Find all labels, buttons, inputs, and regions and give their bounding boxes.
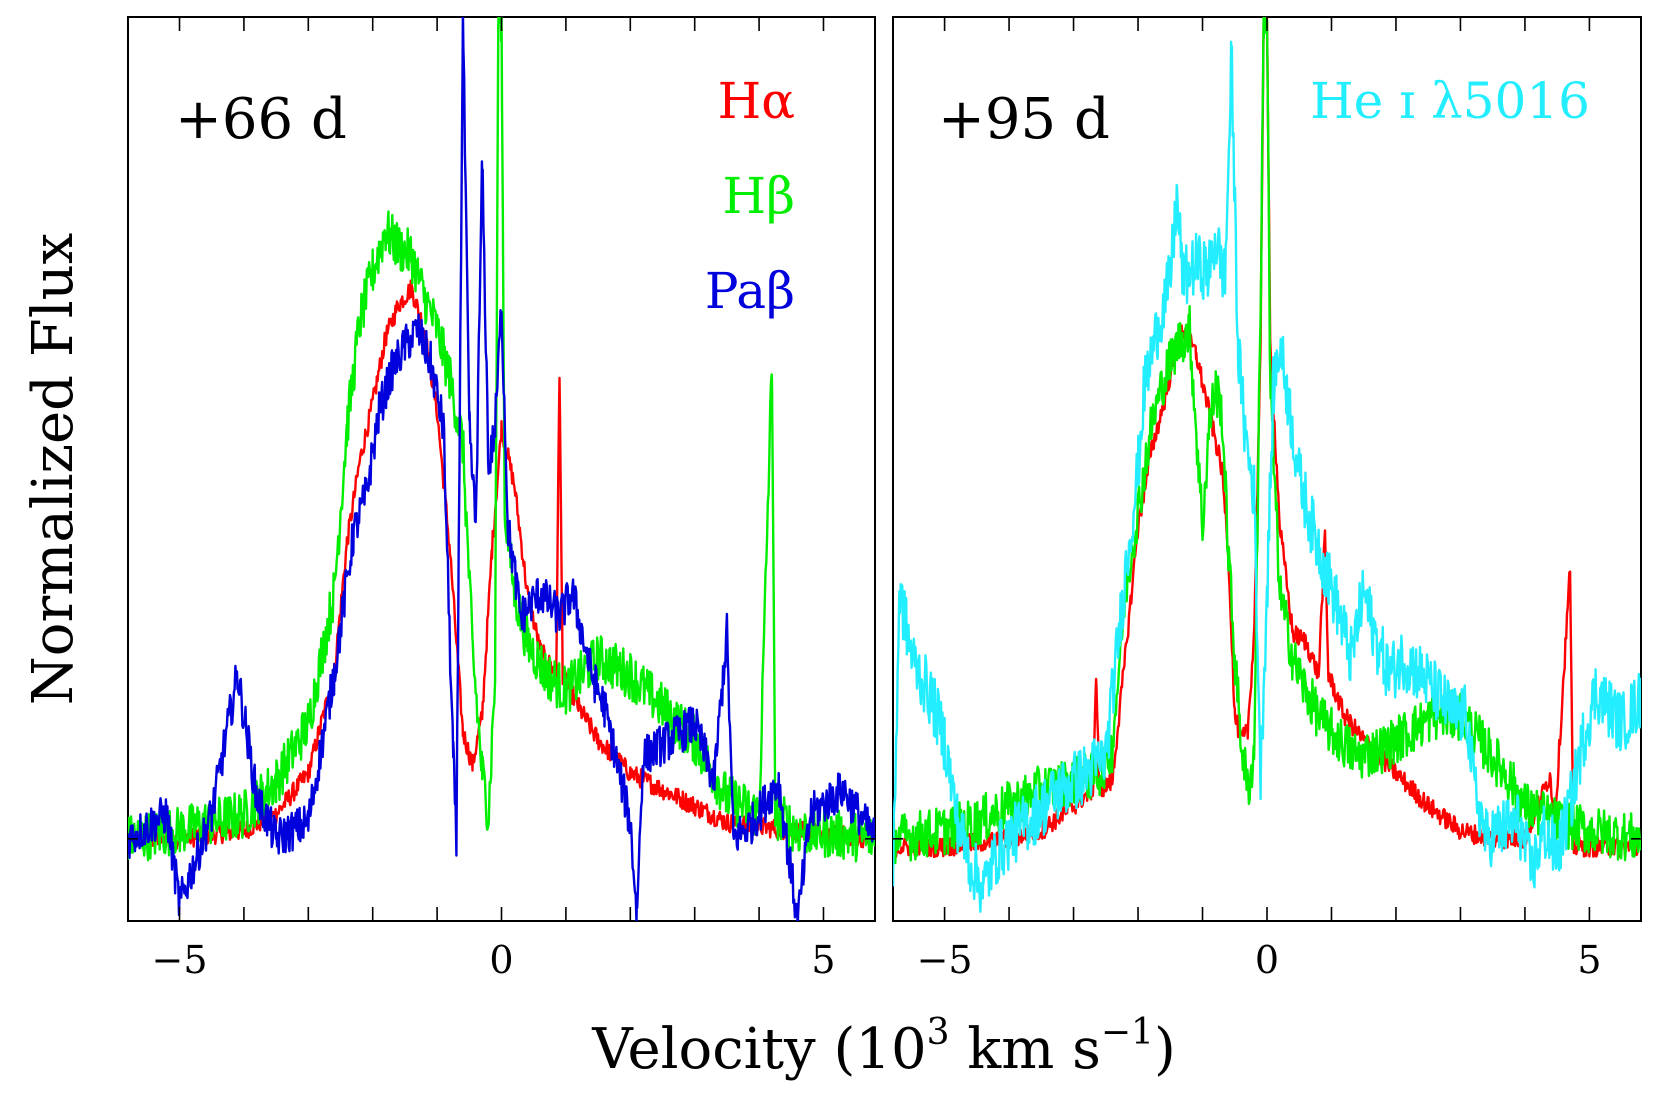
x-tick-label: 5 [1577, 938, 1601, 982]
x-axis-label-unit-exponent: −1 [1101, 1012, 1154, 1053]
x-tick-label: −5 [917, 938, 973, 982]
legend-item-h-: Hα [718, 72, 795, 130]
left-epoch-label: +66 d [175, 87, 347, 152]
x-axis-label: Velocity (103 km s−1) [591, 1012, 1176, 1082]
x-tick-label: 0 [489, 938, 513, 982]
legend-item-he-5016: He ɪ λ5016 [1310, 72, 1590, 130]
series-line-h- [128, 279, 875, 850]
legend-item-h-: Hβ [722, 167, 795, 225]
right-panel-frame [892, 16, 1642, 922]
series-line-he-5016 [893, 40, 1641, 913]
x-axis-label-unit: km s [949, 1017, 1100, 1082]
right-legend: He ɪ λ5016 [1310, 72, 1590, 130]
y-axis-label: Normalized Flux [21, 233, 86, 706]
right-epoch-label: +95 d [938, 87, 1110, 152]
x-tick-label: −5 [152, 938, 208, 982]
right-panel: −5 0 5 [893, 17, 1641, 982]
x-axis-label-exponent: 3 [927, 1012, 950, 1053]
x-axis-label-prefix: Velocity (10 [591, 1017, 926, 1082]
series-line-pa- [128, 17, 875, 921]
x-axis-label-suffix: ) [1154, 1017, 1176, 1082]
left-legend: Hα Hβ Paβ [705, 72, 795, 320]
left-panel: −5 0 5 [128, 17, 875, 982]
legend-item-pa-: Paβ [705, 262, 795, 320]
x-tick-label: 5 [811, 938, 835, 982]
x-tick-label: 0 [1255, 938, 1279, 982]
